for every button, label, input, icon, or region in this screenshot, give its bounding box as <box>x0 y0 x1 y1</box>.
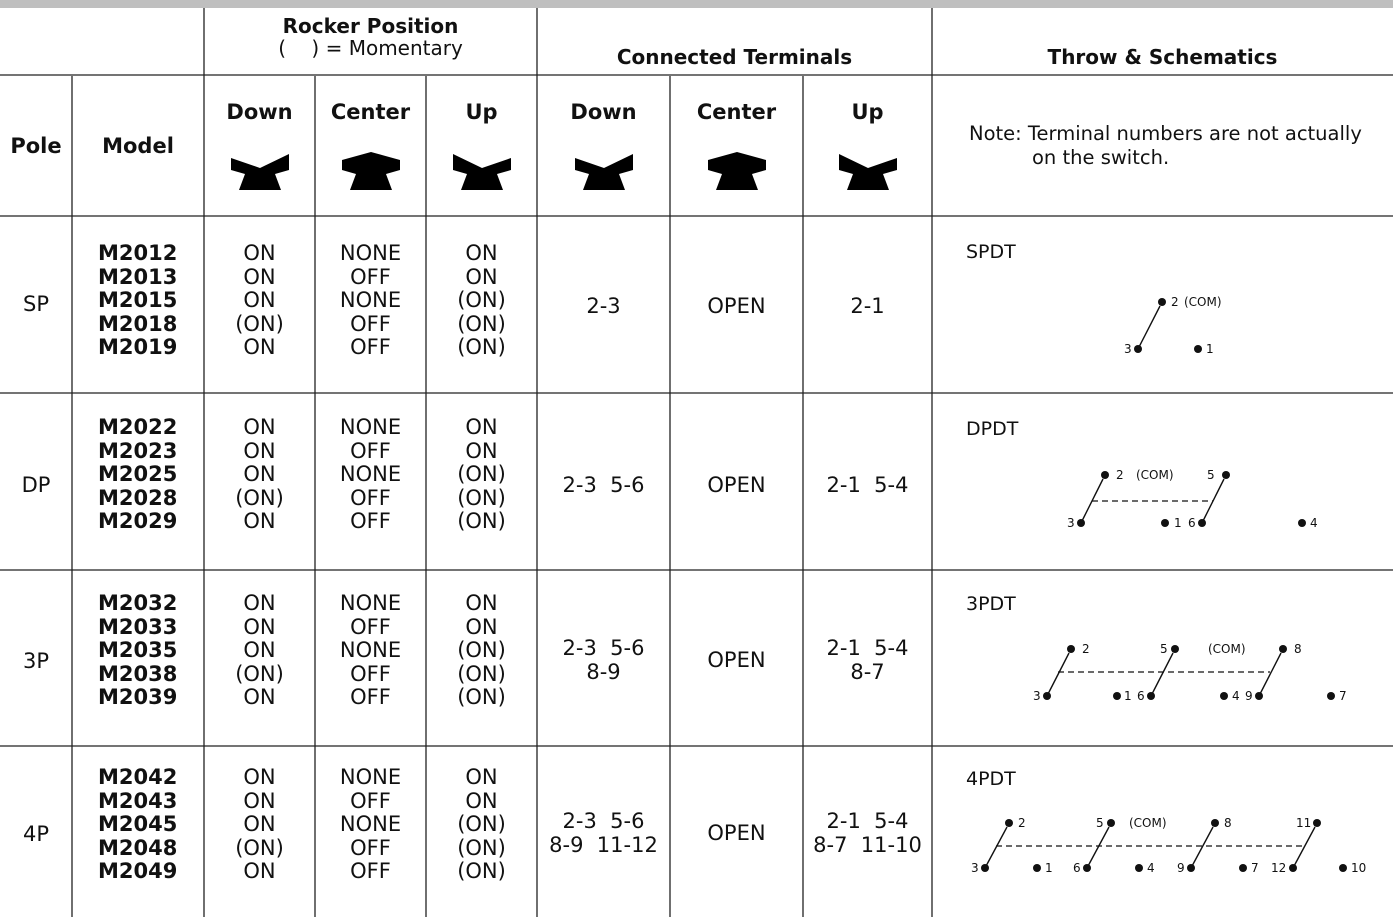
svg-text:3: 3 <box>1067 516 1075 530</box>
svg-text:2: 2 <box>1082 642 1090 656</box>
rocker-up-header: Up <box>465 100 498 124</box>
rocker-down-header: Down <box>226 100 293 124</box>
svg-text:7: 7 <box>1339 689 1347 703</box>
svg-text:9: 9 <box>1177 861 1185 875</box>
terminals-up-header: Up <box>851 100 884 124</box>
svg-text:2: 2 <box>1171 295 1179 309</box>
spdt-schematic: 2 (COM) 3 1 <box>1124 295 1222 356</box>
rocker-up-3p: ON ON (ON) (ON) (ON) <box>457 591 506 709</box>
top-bar <box>0 0 1393 8</box>
rocker-center-dp: NONE OFF NONE OFF OFF <box>339 415 402 533</box>
pole-column-header: Pole <box>10 134 62 158</box>
svg-text:2: 2 <box>1116 468 1124 482</box>
svg-text:(COM): (COM) <box>1184 295 1222 309</box>
conn-center-3p: OPEN <box>707 648 766 672</box>
svg-text:6: 6 <box>1188 516 1196 530</box>
svg-text:(COM): (COM) <box>1136 468 1174 482</box>
conn-down-sp: 2-3 <box>586 294 621 318</box>
dpdt-schematic: 2 (COM) 5 3 1 6 4 <box>1067 468 1318 530</box>
svg-text:3: 3 <box>1033 689 1041 703</box>
svg-text:5: 5 <box>1096 816 1104 830</box>
svg-text:11: 11 <box>1296 816 1311 830</box>
svg-text:6: 6 <box>1137 689 1145 703</box>
svg-text:2: 2 <box>1018 816 1026 830</box>
models-4p: M2042 M2043 M2045 M2048 M2049 <box>98 765 178 883</box>
throw-sp: SPDT <box>966 241 1016 263</box>
rocker-up-4p: ON ON (ON) (ON) (ON) <box>457 765 506 883</box>
svg-text:1: 1 <box>1124 689 1132 703</box>
svg-text:8: 8 <box>1224 816 1232 830</box>
svg-text:10: 10 <box>1351 861 1366 875</box>
rocker-down-icon <box>231 154 289 190</box>
svg-text:5: 5 <box>1160 642 1168 656</box>
conn-down-4p: 2-3 5-6 8-9 11-12 <box>549 809 658 857</box>
terminal-note: Note: Terminal numbers are not actually … <box>969 122 1362 169</box>
rocker-center-4p: NONE OFF NONE OFF OFF <box>339 765 402 883</box>
conn-up-3p: 2-1 5-4 8-7 <box>826 636 909 684</box>
svg-text:9: 9 <box>1245 689 1253 703</box>
model-column-header: Model <box>102 134 174 158</box>
terminals-down-header: Down <box>570 100 637 124</box>
throw-dp: DPDT <box>966 418 1019 440</box>
momentary-note: ( ) = Momentary <box>278 36 463 60</box>
svg-text:4: 4 <box>1147 861 1155 875</box>
svg-text:5: 5 <box>1207 468 1215 482</box>
svg-text:(COM): (COM) <box>1129 816 1167 830</box>
models-3p: M2032 M2033 M2035 M2038 M2039 <box>98 591 178 709</box>
terminals-down-rocker-icon <box>575 154 633 190</box>
svg-text:12: 12 <box>1271 861 1286 875</box>
rocker-position-title: Rocker Position <box>282 14 459 38</box>
rocker-down-dp: ON ON ON (ON) ON <box>235 415 284 533</box>
svg-text:(COM): (COM) <box>1208 642 1246 656</box>
svg-text:7: 7 <box>1251 861 1259 875</box>
svg-text:4: 4 <box>1232 689 1240 703</box>
conn-down-3p: 2-3 5-6 8-9 <box>562 636 645 684</box>
svg-text:6: 6 <box>1073 861 1081 875</box>
throw-3p: 3PDT <box>966 593 1016 615</box>
conn-up-dp: 2-1 5-4 <box>826 473 909 497</box>
rocker-down-3p: ON ON ON (ON) ON <box>235 591 284 709</box>
svg-text:1: 1 <box>1045 861 1053 875</box>
svg-text:4: 4 <box>1310 516 1318 530</box>
terminals-center-rocker-icon <box>708 152 766 190</box>
pole-3p: 3P <box>22 649 50 673</box>
svg-text:3: 3 <box>1124 342 1132 356</box>
pole-dp: DP <box>21 473 51 497</box>
svg-text:8: 8 <box>1294 642 1302 656</box>
rocker-up-dp: ON ON (ON) (ON) (ON) <box>457 415 506 533</box>
rocker-center-icon <box>342 152 400 190</box>
4pdt-schematic: 2 5 (COM) 8 11 3 1 6 4 9 7 12 10 <box>971 816 1366 875</box>
rocker-up-icon <box>453 154 511 190</box>
conn-center-dp: OPEN <box>707 473 766 497</box>
rocker-center-3p: NONE OFF NONE OFF OFF <box>339 591 402 709</box>
conn-up-sp: 2-1 <box>850 294 885 318</box>
rocker-down-sp: ON ON ON (ON) ON <box>235 241 284 359</box>
conn-up-4p: 2-1 5-4 8-7 11-10 <box>813 809 922 857</box>
rocker-center-sp: NONE OFF NONE OFF OFF <box>339 241 402 359</box>
conn-center-4p: OPEN <box>707 821 766 845</box>
conn-down-dp: 2-3 5-6 <box>562 473 645 497</box>
throw-schematics-title: Throw & Schematics <box>1047 45 1278 69</box>
throw-4p: 4PDT <box>966 768 1016 790</box>
svg-text:3: 3 <box>971 861 979 875</box>
pole-4p: 4P <box>22 822 50 846</box>
models-sp: M2012 M2013 M2015 M2018 M2019 <box>98 241 178 359</box>
svg-text:1: 1 <box>1206 342 1214 356</box>
terminals-up-rocker-icon <box>839 154 897 190</box>
rocker-up-sp: ON ON (ON) (ON) (ON) <box>457 241 506 359</box>
pole-sp: SP <box>23 292 49 316</box>
conn-center-sp: OPEN <box>707 294 766 318</box>
svg-text:1: 1 <box>1174 516 1182 530</box>
connected-terminals-title: Connected Terminals <box>616 45 853 69</box>
models-dp: M2022 M2023 M2025 M2028 M2029 <box>98 415 178 533</box>
3pdt-schematic: 2 5 (COM) 8 3 1 6 4 9 7 <box>1033 642 1347 703</box>
rocker-down-4p: ON ON ON (ON) ON <box>235 765 284 883</box>
terminals-center-header: Center <box>696 100 777 124</box>
rocker-center-header: Center <box>330 100 411 124</box>
